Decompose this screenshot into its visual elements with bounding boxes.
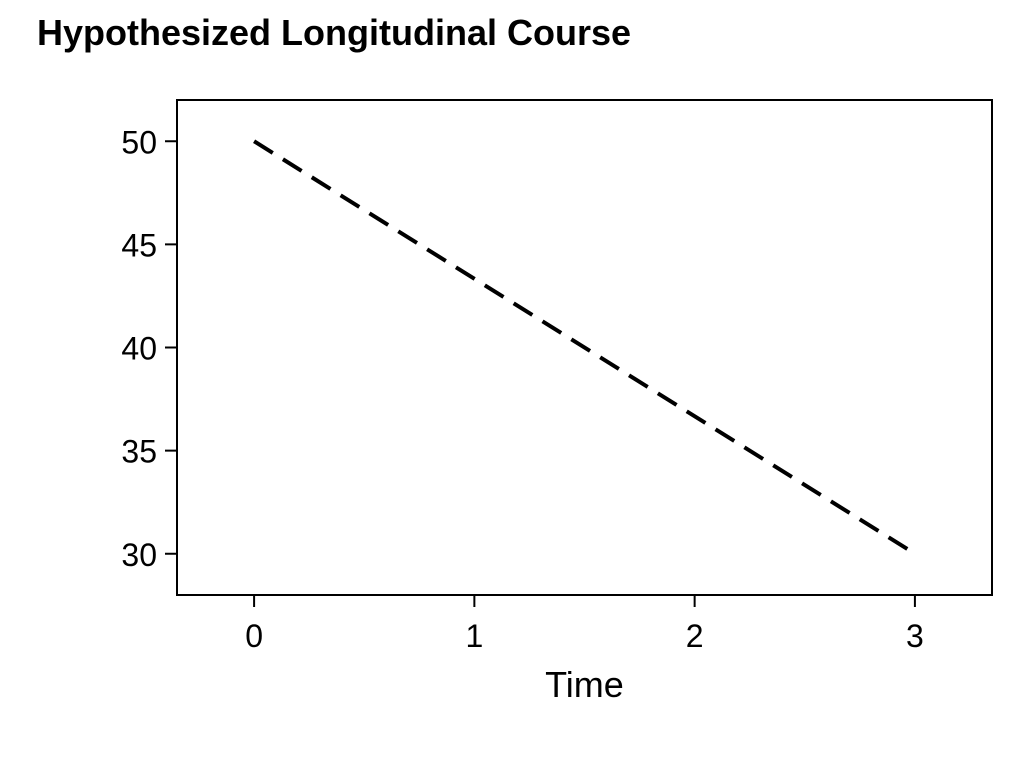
x-tick-label: 3 xyxy=(906,618,924,654)
x-tick-label: 2 xyxy=(686,618,704,654)
series-line xyxy=(253,139,916,556)
x-tick-label: 0 xyxy=(245,618,263,654)
y-tick-label: 50 xyxy=(121,124,157,160)
y-tick-label: 35 xyxy=(121,434,157,470)
x-axis: 0 1 2 3 xyxy=(245,595,924,654)
chart-title: Hypothesized Longitudinal Course xyxy=(37,12,632,53)
y-tick-label: 40 xyxy=(121,331,157,367)
x-axis-label: Time xyxy=(545,664,624,705)
y-tick-label: 30 xyxy=(121,537,157,573)
y-tick-label: 45 xyxy=(121,227,157,263)
y-axis: 30 35 40 45 50 xyxy=(121,124,177,573)
x-tick-label: 1 xyxy=(465,618,483,654)
series-layer xyxy=(253,139,916,556)
